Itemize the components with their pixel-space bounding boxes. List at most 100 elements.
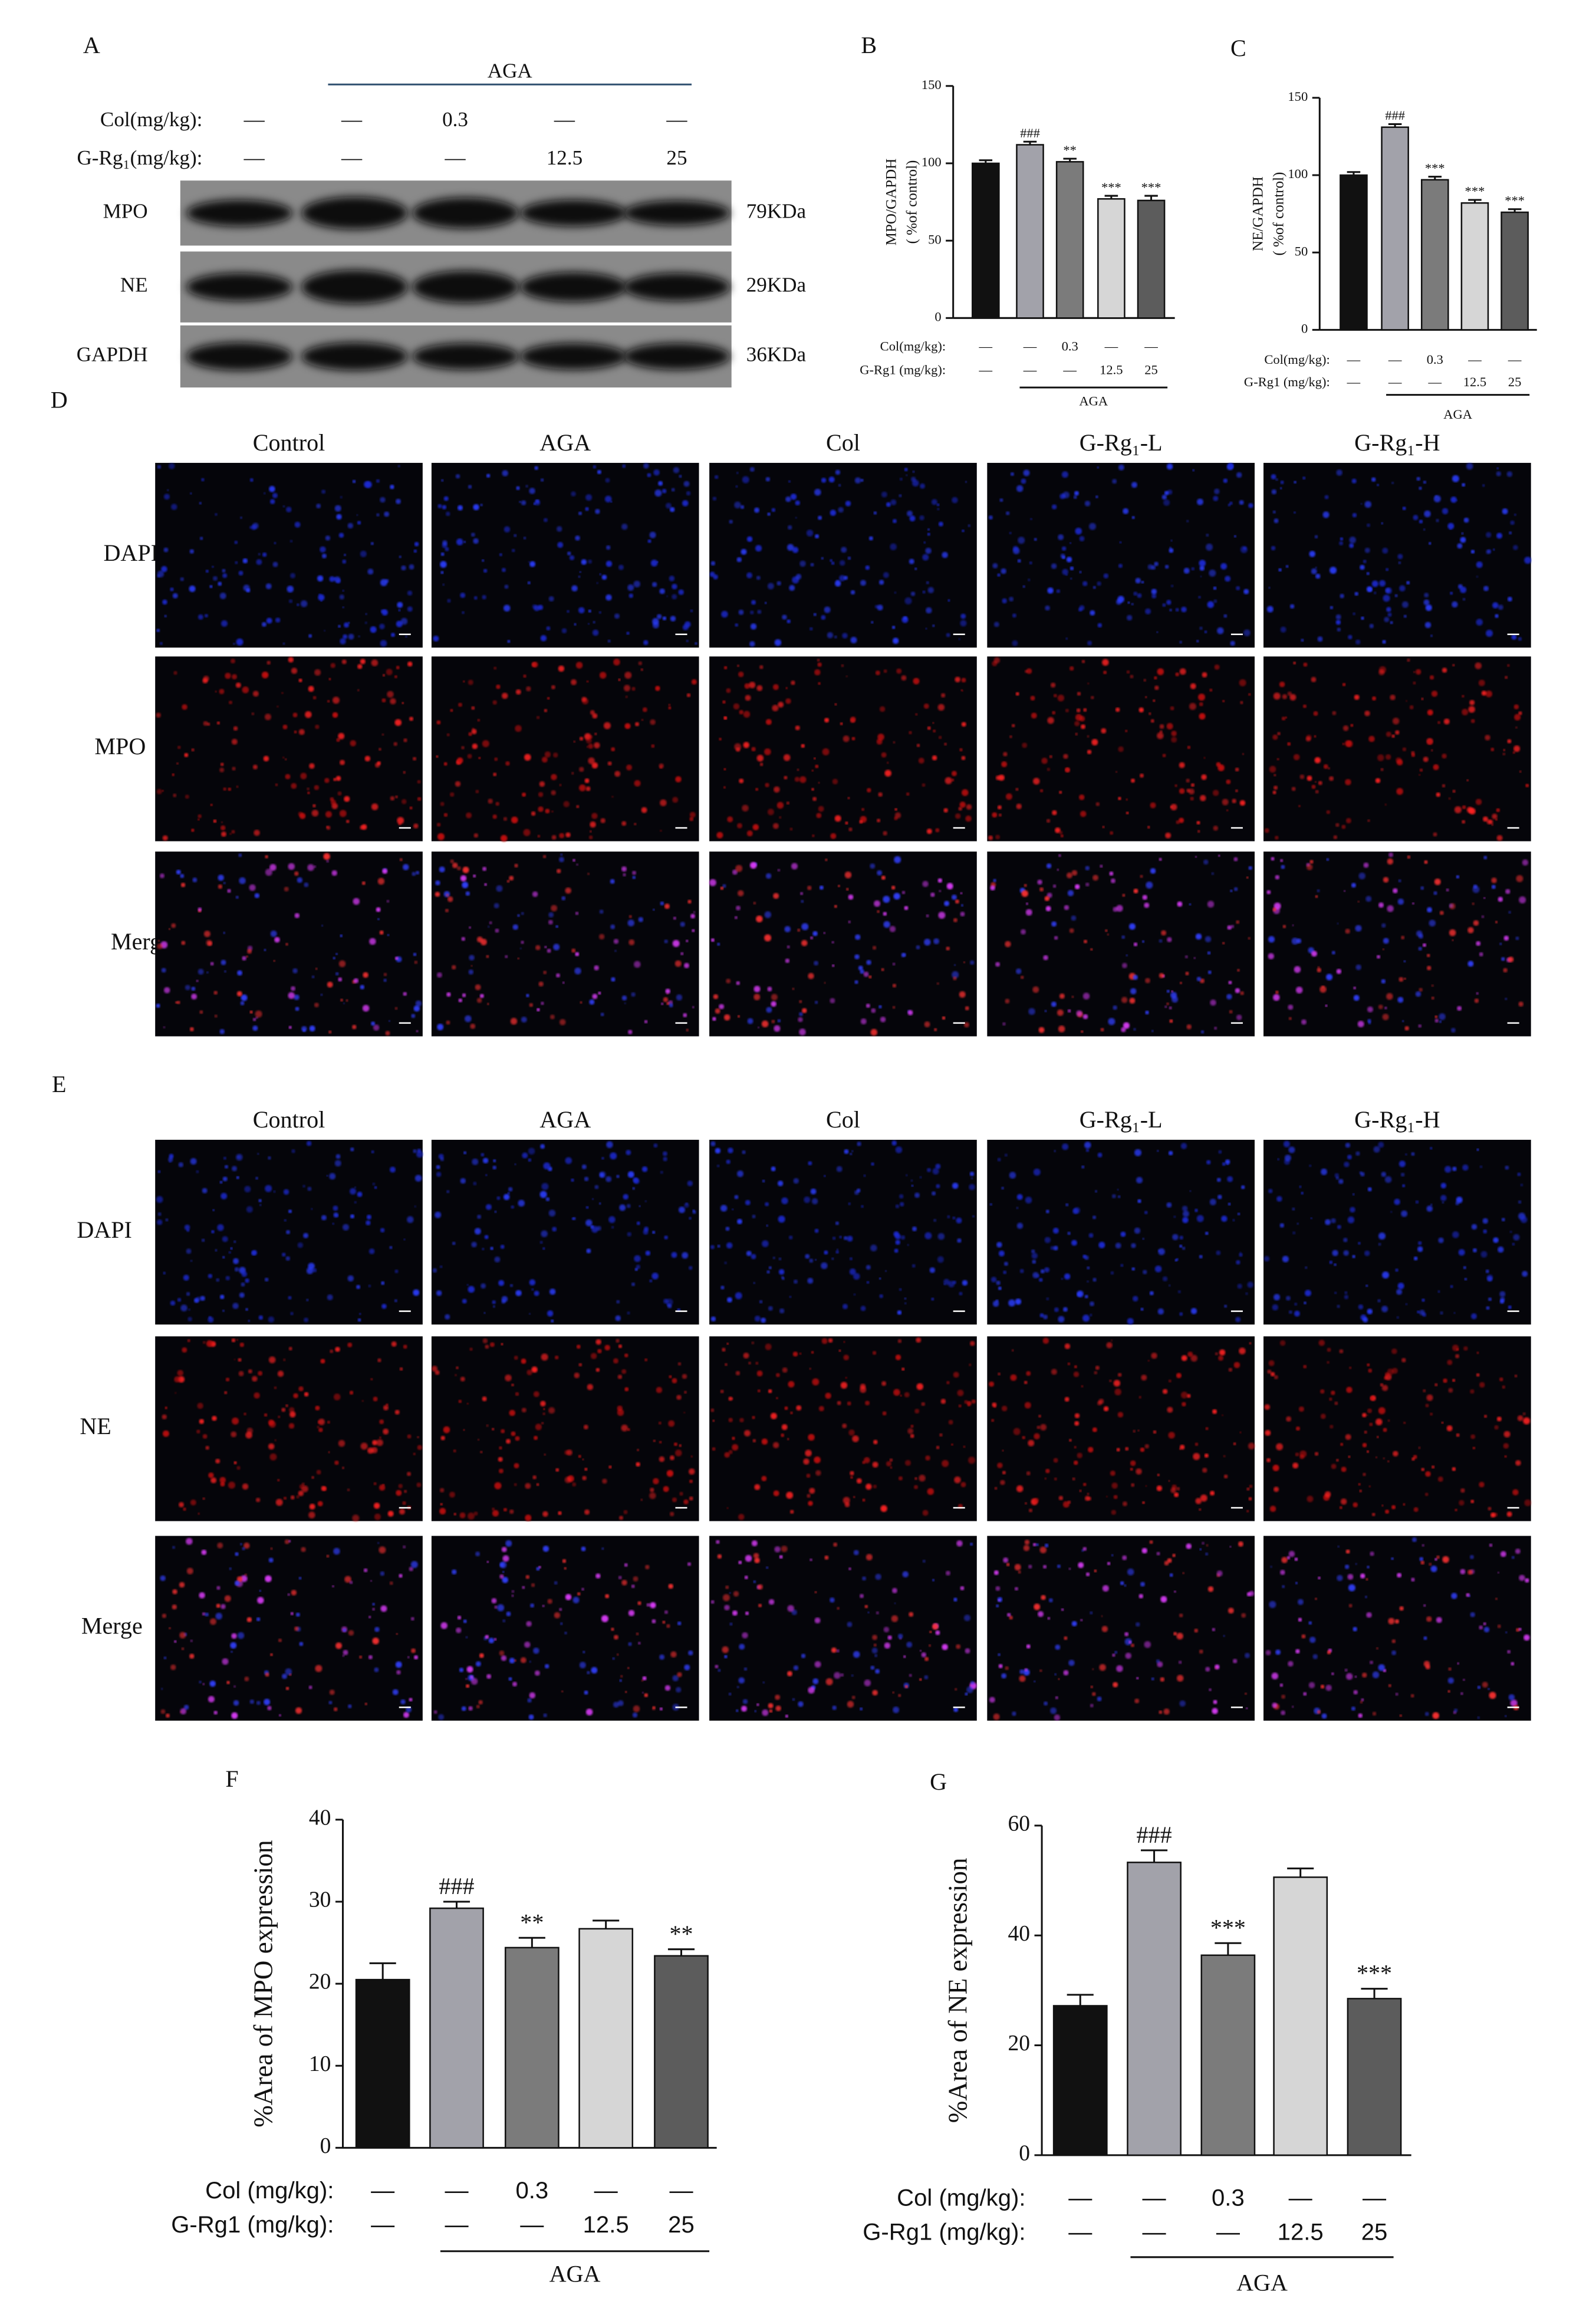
cell-signal — [1472, 902, 1475, 905]
cell-signal — [1126, 811, 1129, 814]
cell-signal — [932, 722, 934, 724]
panel-label: F — [225, 1765, 238, 1792]
cell-signal — [1059, 993, 1065, 999]
cell-signal — [407, 1656, 410, 1659]
cell-signal — [582, 1475, 587, 1481]
cell-signal — [1419, 1557, 1424, 1561]
cell-signal — [781, 1546, 788, 1553]
cell-signal — [1508, 1694, 1515, 1701]
cell-signal — [332, 696, 340, 704]
cell-signal — [1001, 568, 1006, 574]
cell-signal — [1203, 859, 1209, 865]
cell-signal — [258, 1370, 263, 1376]
cell-signal — [1047, 717, 1054, 724]
cell-signal — [1206, 534, 1209, 537]
cell-signal — [157, 1170, 161, 1173]
micrograph — [431, 1536, 699, 1721]
cell-signal — [1092, 874, 1099, 881]
cell-signal — [321, 925, 324, 927]
cell-signal — [901, 952, 906, 958]
cell-signal — [679, 1444, 682, 1447]
cell-signal — [411, 1014, 416, 1018]
cell-signal — [156, 1004, 160, 1008]
cell-signal — [534, 499, 541, 506]
cell-signal — [611, 977, 616, 982]
cell-signal — [1335, 614, 1341, 620]
cell-signal — [393, 742, 397, 746]
cell-signal — [662, 1151, 667, 1156]
cell-signal — [1033, 1168, 1041, 1176]
cell-signal — [579, 571, 581, 573]
cell-signal — [636, 1221, 640, 1225]
cell-signal — [955, 676, 960, 683]
cell-signal — [901, 675, 907, 681]
cell-signal — [851, 1674, 854, 1677]
cell-signal — [992, 1402, 997, 1408]
cell-signal — [809, 1488, 815, 1494]
bar — [972, 162, 1000, 319]
cell-signal — [1110, 831, 1114, 835]
cell-signal — [501, 568, 506, 573]
cell-signal — [445, 511, 450, 517]
cell-signal — [212, 565, 214, 568]
cell-signal — [1382, 1271, 1390, 1279]
cell-signal — [1430, 634, 1433, 637]
cell-signal — [893, 1707, 900, 1714]
cell-signal — [931, 499, 937, 505]
cell-signal — [1397, 1573, 1402, 1578]
cell-signal — [785, 496, 791, 502]
cell-signal — [689, 811, 696, 818]
cell-signal — [1014, 1587, 1018, 1591]
cell-signal — [213, 991, 218, 995]
cell-signal — [396, 1490, 402, 1496]
cell-signal — [534, 1435, 538, 1440]
cell-signal — [163, 494, 170, 500]
cell-signal — [1388, 1684, 1391, 1688]
cell-signal — [167, 1157, 173, 1162]
cell-signal — [1334, 1263, 1337, 1266]
cell-signal — [1044, 896, 1050, 902]
error-bar — [1508, 208, 1522, 212]
cell-signal — [922, 783, 926, 787]
y-tick-label: 40 — [1008, 1922, 1030, 1946]
cell-signal — [1036, 1543, 1039, 1546]
cell-signal — [1081, 1165, 1085, 1169]
cell-signal — [811, 1198, 818, 1205]
cell-signal — [835, 1250, 839, 1254]
cell-signal — [795, 574, 802, 580]
cell-signal — [1059, 831, 1063, 835]
cell-signal — [613, 1701, 619, 1708]
cell-signal — [1218, 854, 1220, 857]
cell-signal — [632, 1712, 638, 1718]
cell-signal — [1009, 735, 1012, 738]
cell-signal — [1369, 1422, 1373, 1426]
cell-signal — [739, 710, 744, 715]
cell-signal — [485, 1344, 489, 1349]
cell-signal — [1379, 580, 1386, 587]
cell-signal — [838, 1349, 841, 1352]
cell-signal — [470, 1675, 473, 1679]
cell-signal — [1391, 1639, 1396, 1643]
cell-signal — [621, 866, 627, 872]
cell-signal — [998, 1372, 1001, 1376]
cell-signal — [285, 774, 291, 780]
cell-signal — [349, 1580, 353, 1584]
cell-signal — [1297, 1599, 1304, 1605]
cell-signal — [1427, 965, 1432, 971]
cell-signal — [1479, 1382, 1485, 1388]
cell-signal — [1118, 746, 1124, 752]
cell-signal — [413, 823, 419, 829]
cell-signal — [221, 821, 223, 824]
cell-signal — [462, 882, 469, 889]
cell-signal — [288, 1025, 292, 1029]
cell-signal — [602, 1478, 607, 1484]
cell-signal — [1087, 682, 1090, 685]
cell-signal — [402, 1501, 406, 1505]
micrograph — [709, 656, 977, 841]
cell-signal — [850, 590, 855, 595]
cell-signal — [736, 823, 743, 828]
cell-signal — [511, 1205, 515, 1209]
cell-signal — [1182, 1205, 1188, 1212]
cell-signal — [738, 671, 744, 678]
cell-signal — [549, 1014, 555, 1020]
